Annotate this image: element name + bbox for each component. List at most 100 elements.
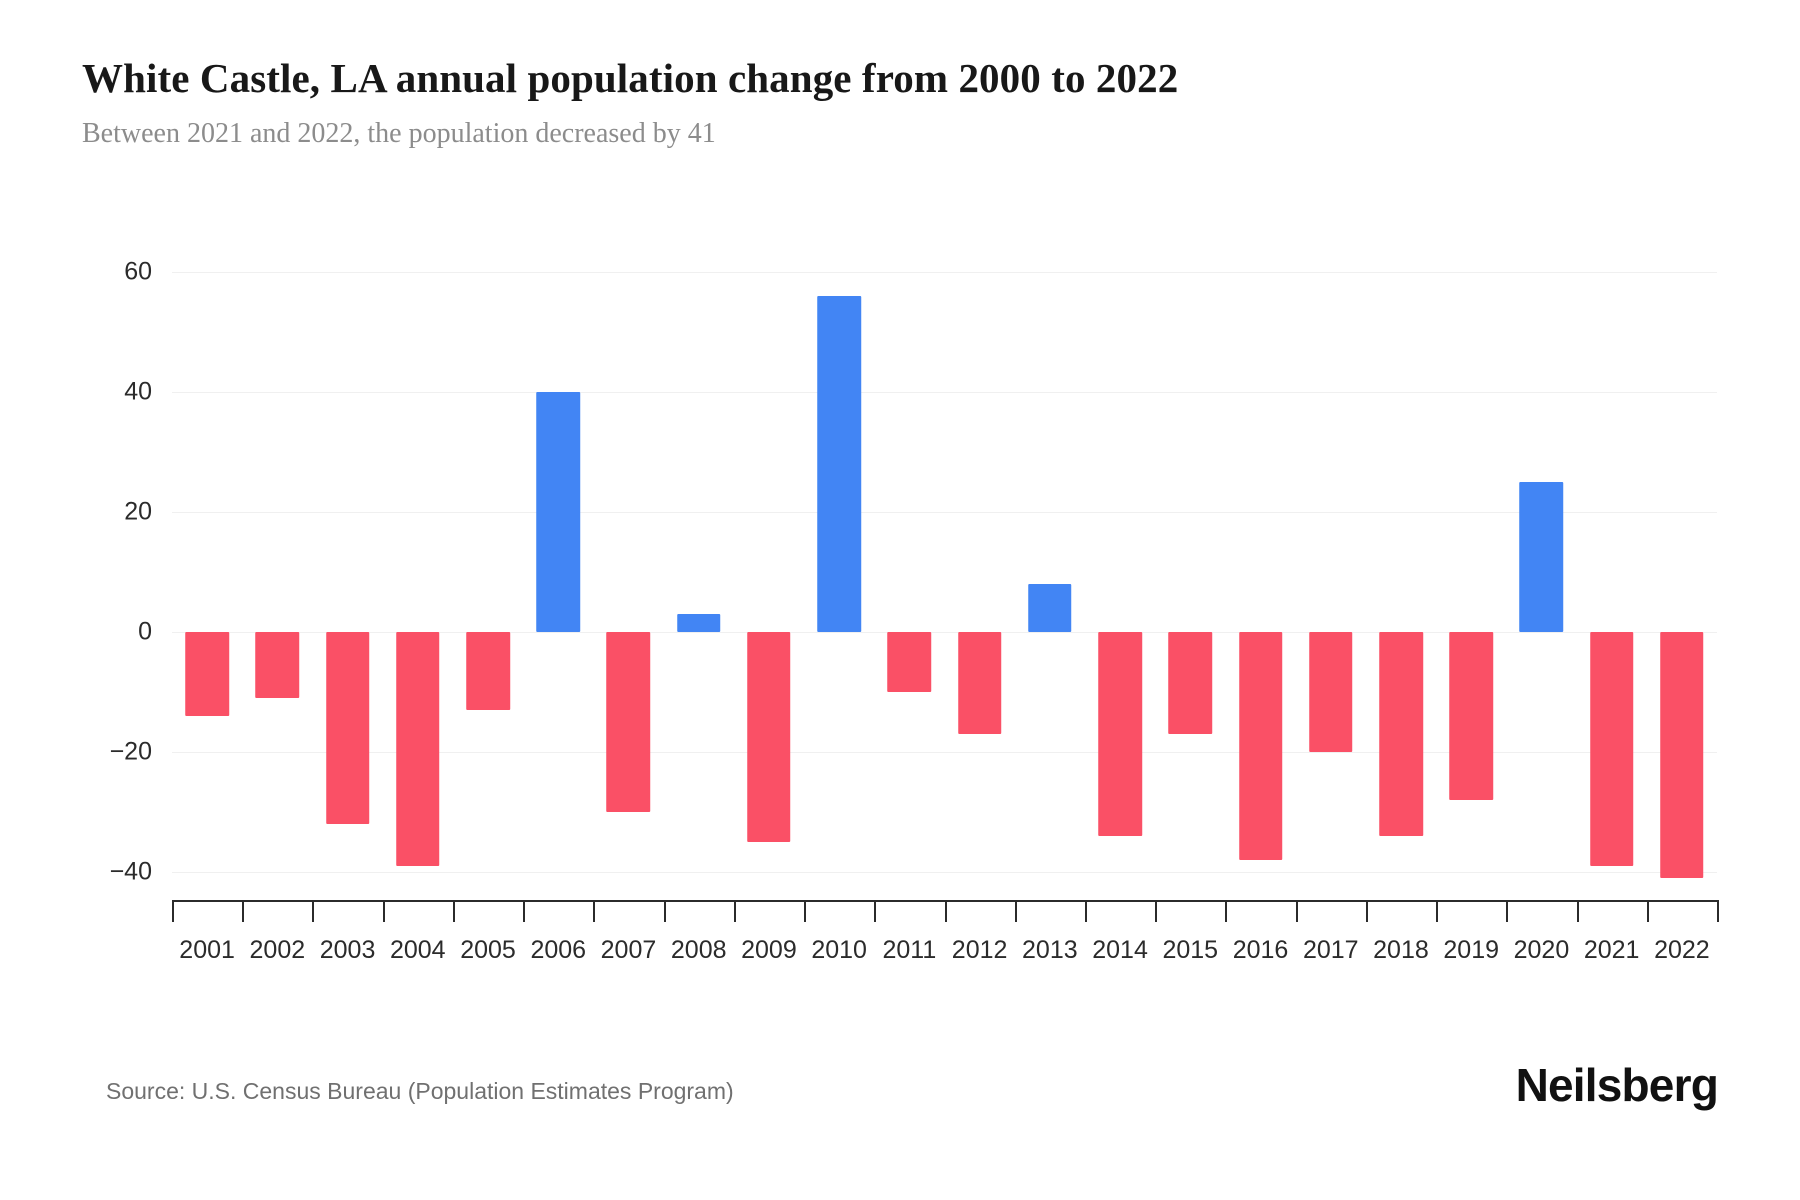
y-axis-tick-label: 40 [124,377,152,406]
x-axis-tick [382,900,385,922]
y-axis-tick-label: −20 [109,737,152,766]
x-axis-label-2016: 2016 [1232,936,1289,964]
x-axis-tick [1225,900,1228,922]
bar-2002[interactable] [255,632,300,698]
x-axis-tick [242,900,245,922]
bar-2017[interactable] [1308,632,1353,752]
x-axis-tick [1365,900,1368,922]
x-axis-label-2001: 2001 [179,936,235,964]
bar-slot [1296,272,1366,872]
x-axis-label-2011: 2011 [882,936,937,964]
x-axis-label-2008: 2008 [670,936,727,964]
bars-group [172,272,1717,878]
x-axis-tick [1576,900,1579,922]
gridline-60 [172,272,1717,273]
gridline--40 [172,872,1717,873]
chart-header: White Castle, LA annual population chang… [82,54,1722,151]
bar-slot [593,272,663,872]
bar-2022[interactable] [1660,632,1704,878]
y-axis-tick-label: 60 [124,257,152,286]
bar-2005[interactable] [466,632,510,710]
bar-slot [172,272,242,872]
x-axis-tick [172,900,174,922]
bar-slot [1085,272,1155,872]
bar-2021[interactable] [1589,632,1634,866]
y-axis-tick-label: 0 [138,617,152,646]
page-title: White Castle, LA annual population chang… [82,55,1179,101]
bar-2006[interactable] [536,392,580,632]
bar-slot [1506,272,1576,872]
bar-2019[interactable] [1449,632,1493,800]
bar-slot [383,272,453,872]
bar-slot [1225,272,1295,872]
bar-slot [945,272,1015,872]
x-axis-label-2015: 2015 [1162,936,1219,964]
x-axis-tick [1646,900,1649,922]
bar-2016[interactable] [1238,632,1283,860]
bar-slot [734,272,804,872]
x-axis-tick [1717,900,1719,922]
x-axis-tick [593,900,596,922]
x-axis-label-2009: 2009 [741,936,797,964]
bar-slot [1436,272,1506,872]
gridline-0 [172,632,1717,633]
bar-2001[interactable] [185,632,229,716]
x-axis-label-2021: 2021 [1583,936,1640,964]
x-axis-label-2005: 2005 [460,936,516,964]
bar-slot [1366,272,1436,872]
x-axis-label-2012: 2012 [951,936,1008,964]
x-axis-tick [1295,900,1298,922]
x-axis-tick [1155,900,1158,922]
gridline-40 [172,392,1717,393]
x-axis-label-2017: 2017 [1302,936,1359,964]
x-axis-label-2003: 2003 [319,936,376,964]
bar-2010[interactable] [817,296,861,632]
bar-2008[interactable] [676,614,721,632]
bar-2007[interactable] [606,632,651,812]
x-axis-tick [1506,900,1509,922]
bar-slot [242,272,312,872]
plot-canvas [172,272,1717,878]
x-axis-label-2002: 2002 [249,936,306,964]
x-axis-tick [874,900,877,922]
chart-subtitle: Between 2021 and 2022, the population de… [82,118,716,149]
bar-2014[interactable] [1098,632,1142,836]
x-axis-label-2007: 2007 [600,936,657,964]
bar-slot [1577,272,1647,872]
x-axis-label-2018: 2018 [1373,936,1429,964]
bar-2013[interactable] [1028,584,1072,632]
x-axis-label-2020: 2020 [1513,936,1570,964]
x-axis-tick [663,900,666,922]
x-axis-label-2006: 2006 [530,936,587,964]
x-axis-label-2004: 2004 [389,936,446,964]
bar-slot [1647,272,1717,878]
x-axis-tick [1014,900,1017,922]
bar-slot [1015,272,1085,872]
source-note: Source: U.S. Census Bureau (Population E… [106,1078,734,1104]
x-axis-label-2014: 2014 [1092,936,1148,964]
bar-slot [664,272,734,872]
x-axis-label-2019: 2019 [1443,936,1500,964]
bar-slot [1155,272,1225,872]
bar-slot [453,272,523,872]
x-axis-label-2010: 2010 [811,936,867,964]
x-axis-tick [523,900,526,922]
gridline-20 [172,512,1717,513]
x-axis-tick [312,900,315,922]
bar-slot [874,272,944,872]
bar-2020[interactable] [1519,482,1564,632]
bar-2012[interactable] [957,632,1002,734]
y-axis-tick-label: −40 [109,857,152,886]
bar-slot [804,272,874,872]
gridline--20 [172,752,1717,753]
bar-2011[interactable] [887,632,932,692]
bar-2004[interactable] [396,632,440,866]
bar-2015[interactable] [1168,632,1213,734]
bar-2018[interactable] [1379,632,1423,836]
bar-slot [312,272,382,872]
bar-2003[interactable] [325,632,370,824]
brand-logo: Neilsberg [1515,1059,1719,1111]
bar-2009[interactable] [747,632,791,842]
x-axis-label-2022: 2022 [1654,936,1710,964]
